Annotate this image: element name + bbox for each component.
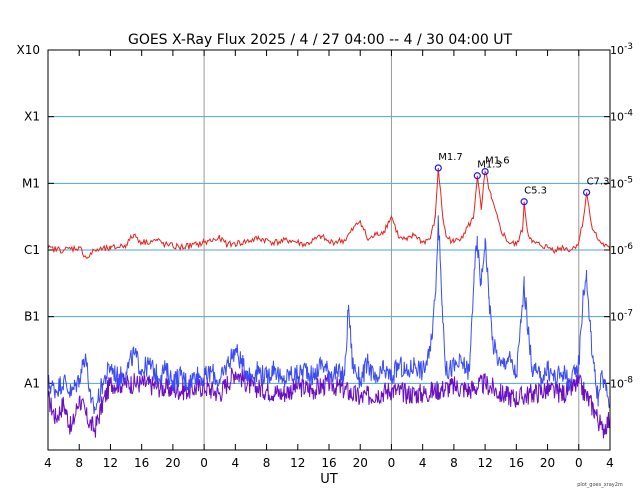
series-line-short — [47, 215, 611, 414]
left-axis-label: C1 — [24, 243, 40, 257]
flare-marker — [582, 188, 591, 197]
flare-label: M1.3 — [477, 160, 502, 171]
series-line-long — [47, 167, 611, 259]
x-tick-label: 4 — [232, 456, 240, 470]
series-group — [47, 167, 611, 439]
flare-marker — [481, 167, 489, 176]
x-tick-label: 4 — [44, 456, 52, 470]
left-axis-label: B1 — [24, 310, 40, 324]
x-tick-label: 16 — [134, 456, 149, 470]
plot-frame — [47, 49, 611, 451]
x-tick-label: 8 — [263, 456, 271, 470]
left-axis-label: M1 — [22, 176, 40, 190]
x-tick-label: 20 — [165, 456, 180, 470]
x-tick-label: 12 — [477, 456, 492, 470]
flare-marker — [434, 164, 442, 172]
chart-title: GOES X-Ray Flux 2025 / 4 / 27 04:00 -- 4… — [128, 32, 512, 48]
x-tick-label: 16 — [509, 456, 524, 470]
flare-marker — [473, 172, 481, 180]
flare-label: C5.3 — [524, 186, 547, 197]
right-axis-label: 10-5 — [610, 175, 633, 190]
x-tick-label: 20 — [353, 456, 368, 470]
x-tick-label: 4 — [606, 456, 614, 470]
x-tick-label: 8 — [75, 456, 83, 470]
x-tick-label: 0 — [388, 456, 396, 470]
x-tick-label: 12 — [103, 456, 118, 470]
right-axis: 10-3 10-4 10-5 10-6 10-7 10-8 — [604, 42, 633, 390]
right-axis-label: 10-3 — [610, 42, 633, 57]
x-tick-label: 0 — [575, 456, 583, 470]
left-axis-label: X1 — [24, 110, 40, 124]
x-tick-label: 12 — [290, 456, 305, 470]
grid-lines — [48, 50, 610, 450]
flare-annotations: M1.7 M1.3M1.6 C5.3 C7.3 — [434, 152, 610, 206]
flare-label: M1.6 — [485, 156, 510, 167]
left-axis-label: X10 — [17, 43, 41, 57]
right-axis-label: 10-8 — [610, 375, 633, 390]
x-tick-label: 4 — [419, 456, 427, 470]
right-axis-label: 10-7 — [610, 309, 633, 324]
x-tick-label: 20 — [540, 456, 555, 470]
flare-label: C7.3 — [587, 176, 610, 187]
right-axis-label: 10-6 — [610, 242, 633, 257]
left-axis: X10 X1 M1 C1 B1 A1 — [17, 43, 54, 390]
left-axis-label: A1 — [24, 376, 40, 390]
right-axis-label: 10-4 — [610, 109, 633, 124]
footer-label: plot_goes_xray2m — [577, 482, 623, 488]
x-tick-label: 0 — [200, 456, 208, 470]
flare-label: M1.7 — [438, 152, 463, 163]
x-tick-label: 16 — [321, 456, 336, 470]
flare-marker — [520, 198, 528, 206]
x-axis-label: UT — [320, 472, 338, 487]
x-tick-label: 8 — [450, 456, 458, 470]
x-axis: 4 8 12 16 20 0 4 8 12 16 20 0 4 8 12 16 20 0 4 — [44, 50, 614, 470]
